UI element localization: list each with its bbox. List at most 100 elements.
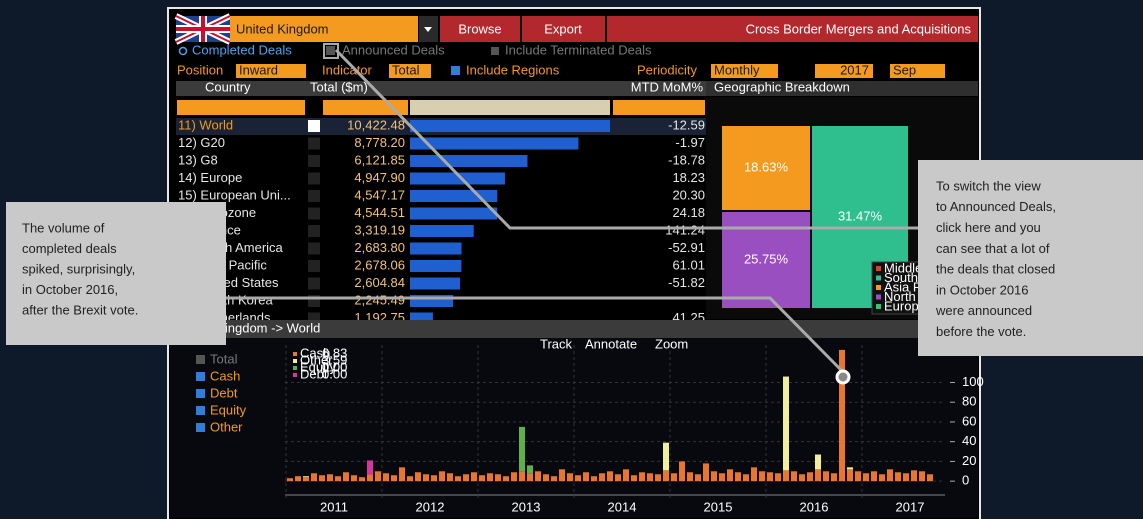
tool-button[interactable]: Annotate (585, 336, 637, 351)
bar-segment (919, 471, 925, 482)
export-button[interactable] (522, 16, 605, 42)
year-value: 2017 (840, 62, 869, 77)
total-value: 8,778.20 (354, 135, 405, 150)
include-regions: Include Regions (466, 62, 560, 77)
readout-name: Equity (300, 359, 337, 374)
tool-button[interactable]: Zoom (655, 336, 688, 351)
filter-cell[interactable] (613, 100, 705, 115)
user-icon (308, 190, 320, 202)
bar-segment (871, 471, 877, 482)
bar-segment (351, 475, 357, 482)
y-tick-label: 0 (962, 473, 969, 488)
bar-segment (327, 474, 333, 482)
callout-text: completed deals (22, 241, 117, 256)
bar-segment (903, 473, 909, 482)
periodicity-label: Periodicity (637, 62, 697, 77)
bar-segment (439, 471, 445, 482)
bar-segment (783, 376, 789, 471)
bar-segment (511, 472, 517, 482)
bar-segment (751, 467, 757, 482)
tool-button[interactable]: Track (540, 336, 573, 351)
bar-segment (655, 474, 661, 482)
month-value: Sep (893, 62, 916, 77)
checkbox (451, 66, 460, 75)
bar-segment (423, 474, 429, 482)
column-header: Total ($m) (310, 79, 368, 94)
bar-segment (599, 473, 605, 482)
bar-segment (335, 476, 341, 482)
periodicity-field (711, 64, 778, 78)
breakdown-title: Geographic Breakdown (714, 79, 850, 94)
x-tick-label: 2013 (512, 499, 541, 514)
total-value: 2,245.49 (354, 292, 405, 307)
total-bar (410, 172, 505, 185)
filter-cell[interactable] (177, 100, 305, 115)
series-filter: Other (210, 419, 243, 434)
readout-name: Debt (300, 366, 328, 381)
mom-value: 61.01 (672, 257, 705, 272)
series-filter: Cash (210, 368, 240, 383)
total-value: 4,947.90 (354, 170, 405, 185)
user-icon (308, 242, 320, 255)
callout-text: The volume of (22, 220, 105, 235)
user-icon (308, 155, 320, 167)
readout-value: 0.00 (322, 359, 347, 374)
bar-segment (743, 474, 749, 482)
periodicity-value: Monthly (714, 62, 760, 77)
month-field (890, 64, 945, 78)
readout-value: 3.59 (322, 352, 347, 367)
radio (178, 46, 188, 56)
bar-segment (759, 471, 765, 482)
bar-segment (735, 472, 741, 482)
bar-segment (695, 474, 701, 482)
bar-segment (687, 472, 693, 482)
bar-segment (575, 475, 581, 482)
bar-segment (639, 472, 645, 482)
bar-segment (519, 471, 525, 482)
y-tick-label: 20 (962, 453, 976, 468)
callout-box (6, 202, 226, 345)
bar-segment (303, 477, 309, 482)
bar-segment (287, 478, 293, 482)
total-bar (410, 155, 528, 167)
callout-text: in October 2016 (936, 282, 1029, 297)
callout-text: can see that a lot of (936, 241, 1050, 256)
user-icon (308, 312, 320, 320)
country-name: 14) Europe (178, 170, 242, 185)
filter-cell (410, 100, 610, 115)
user-icon (308, 277, 320, 290)
position-label: Position (177, 62, 223, 77)
completed-deals-option: Completed Deals (192, 42, 292, 57)
total-value: 1,192.75 (354, 310, 405, 325)
browse-button[interactable] (440, 16, 520, 42)
connector (334, 48, 918, 230)
position-value: Inward (239, 62, 278, 77)
bar-segment (911, 470, 917, 482)
bar-segment (615, 474, 621, 482)
legend-swatch (876, 266, 881, 271)
mom-value: 20.30 (672, 187, 705, 202)
bar-segment (663, 470, 669, 482)
bar-segment (543, 474, 549, 482)
bar-segment (775, 473, 781, 482)
bar-segment (711, 471, 717, 482)
bar-segment (623, 469, 629, 482)
mom-value: 41.25 (672, 310, 705, 325)
readout-swatch (293, 352, 297, 356)
bar-segment (703, 463, 709, 482)
legend-label: Europe (884, 298, 926, 313)
total-value: 4,547.17 (354, 187, 405, 202)
bar-segment (295, 476, 301, 482)
country-field[interactable] (230, 16, 418, 42)
total-bar (410, 260, 462, 272)
readout-value: 6.83 (322, 345, 347, 360)
callout-text: spiked, surprisingly, (22, 261, 135, 276)
country-name: 15) European Uni... (178, 187, 291, 202)
bar-segment (767, 472, 773, 482)
legend-swatch (876, 304, 881, 309)
bar-segment (455, 476, 461, 482)
callout-text: To switch the view (936, 178, 1041, 193)
total-value: 6,121.85 (354, 152, 405, 167)
callout-text: click here and you (936, 220, 1041, 235)
country-name: 13) G8 (178, 152, 218, 167)
